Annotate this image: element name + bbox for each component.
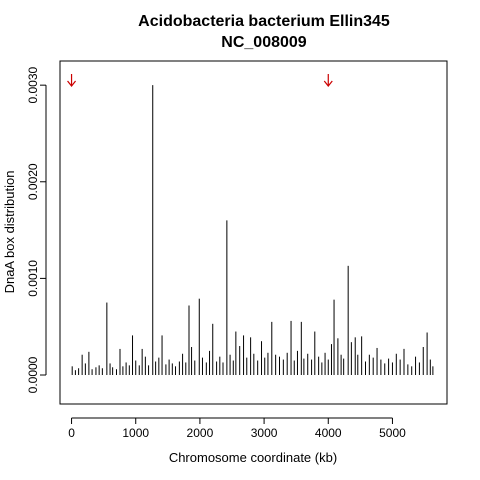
x-tick-label: 1000 bbox=[122, 426, 149, 440]
chart-subtitle: NC_008009 bbox=[221, 34, 307, 51]
x-tick-label: 4000 bbox=[315, 426, 342, 440]
y-tick-label: 0.0000 bbox=[26, 356, 40, 393]
y-tick-label: 0.0030 bbox=[26, 66, 40, 103]
x-axis: 0 1000 2000 3000 4000 5000 bbox=[68, 417, 406, 440]
x-tick-label: 5000 bbox=[379, 426, 406, 440]
origin-markers-group bbox=[67, 74, 333, 87]
x-tick-label: 0 bbox=[68, 426, 75, 440]
x-tick-label: 3000 bbox=[251, 426, 278, 440]
y-axis: 0.0000 0.0010 0.0020 0.0030 bbox=[26, 66, 47, 393]
down-arrow-head bbox=[67, 80, 77, 87]
y-tick-label: 0.0020 bbox=[26, 163, 40, 200]
bars-group bbox=[71, 85, 434, 376]
chart-title: Acidobacteria bacterium Ellin345 bbox=[138, 13, 390, 30]
down-arrow-head bbox=[323, 80, 333, 87]
x-tick-label: 2000 bbox=[187, 426, 214, 440]
y-axis-label: DnaA box distribution bbox=[2, 171, 17, 294]
x-axis-label: Chromosome coordinate (kb) bbox=[169, 450, 337, 465]
y-tick-label: 0.0010 bbox=[26, 260, 40, 297]
plot-frame bbox=[59, 60, 448, 405]
